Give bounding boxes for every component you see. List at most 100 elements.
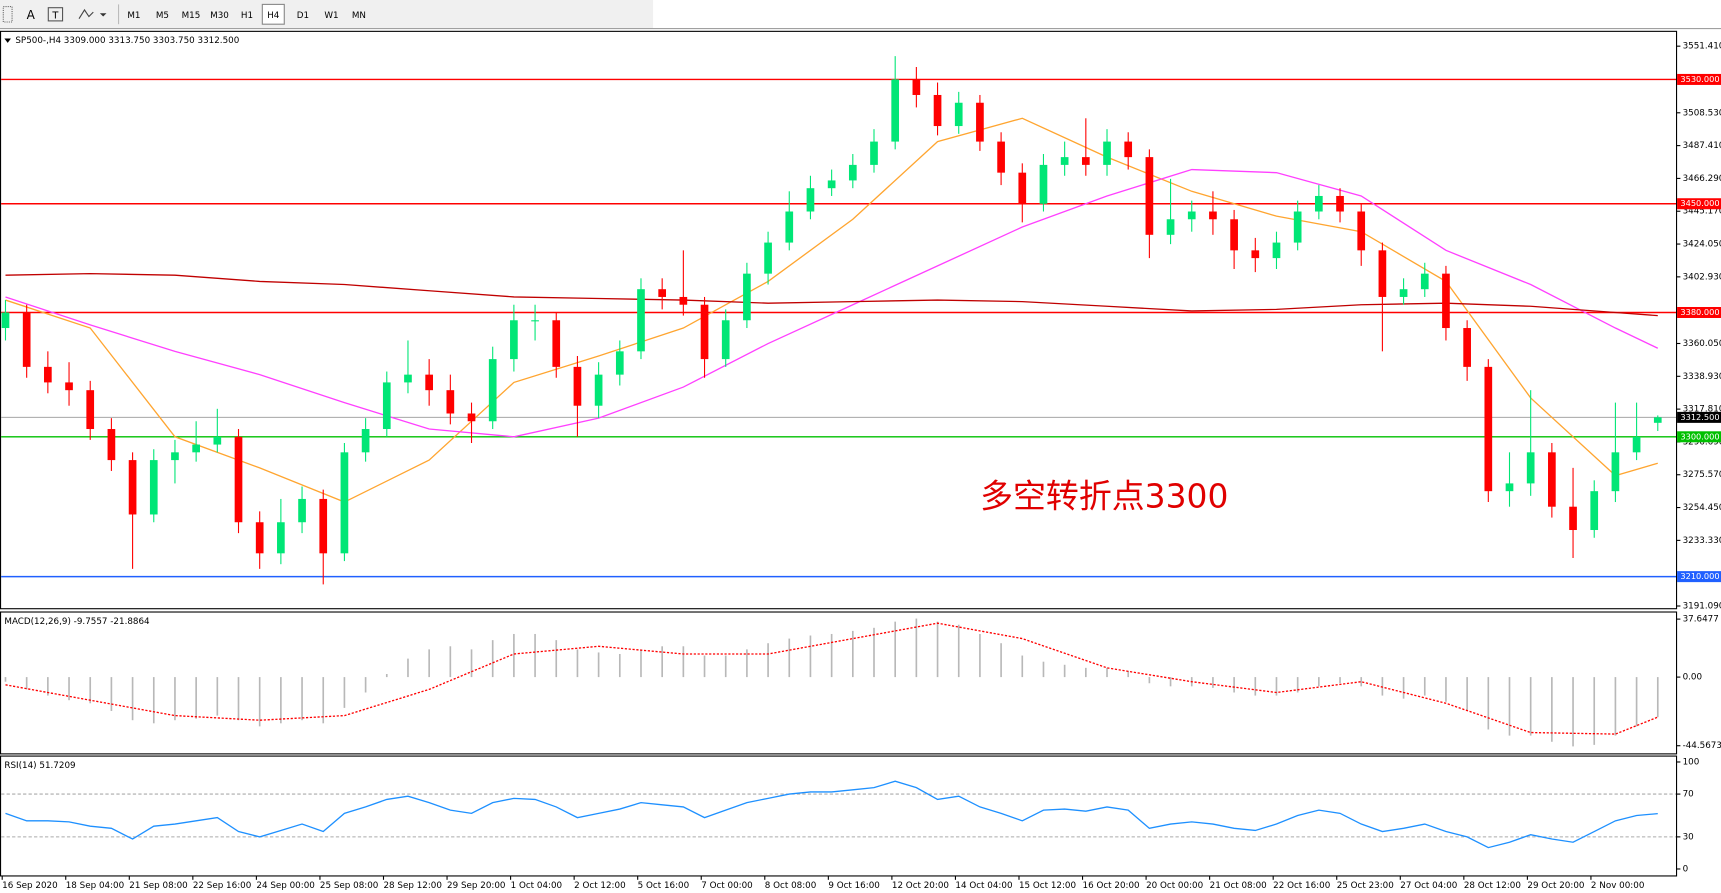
- candle-body: [1378, 250, 1387, 297]
- text-tool-icon[interactable]: T: [47, 7, 64, 22]
- candle-body: [785, 211, 794, 243]
- x-tick-label: 15 Oct 12:00: [1019, 881, 1076, 891]
- candle-body: [1548, 452, 1556, 507]
- y-tick-label: 0.00: [1683, 673, 1703, 683]
- rsi-line: [5, 780, 1658, 849]
- candle-body: [1230, 219, 1238, 251]
- x-tick-label: 9 Oct 16:00: [828, 881, 880, 891]
- candle-body: [1145, 157, 1154, 235]
- timeframe-button[interactable]: H4: [267, 11, 280, 21]
- candle-body: [255, 522, 264, 554]
- candle-body: [912, 79, 921, 95]
- candle-body: [1336, 195, 1344, 212]
- y-tick-label: 3296.690: [1683, 437, 1721, 447]
- level-label: 3380.000: [1680, 307, 1719, 317]
- candle-body: [404, 374, 412, 383]
- timeframe-button[interactable]: M15: [182, 11, 201, 21]
- timeframe-button[interactable]: M30: [210, 11, 229, 21]
- annotation: 多空转折点3300: [980, 477, 1228, 516]
- x-tick-label: 24 Sep 00:00: [256, 881, 314, 891]
- y-tick-label: 3424.050: [1683, 240, 1721, 250]
- timeframe-button[interactable]: W1: [324, 11, 338, 21]
- candle-body: [425, 374, 433, 391]
- chart-title: SP500-,H4 3309.000 3313.750 3303.750 331…: [15, 36, 239, 46]
- level-label-box: [1677, 306, 1721, 318]
- x-tick-label: 16 Oct 20:00: [1083, 881, 1140, 891]
- candle-body: [1293, 211, 1302, 243]
- y-tick-label: 37.6477: [1683, 615, 1719, 625]
- candle-body: [1, 312, 10, 329]
- x-tick-label: 27 Oct 04:00: [1400, 881, 1457, 891]
- x-tick-label: 1 Oct 04:00: [511, 881, 563, 891]
- y-tick-label: 3466.290: [1683, 174, 1721, 184]
- x-tick-label: 25 Sep 08:00: [320, 881, 378, 891]
- candle-body: [298, 498, 306, 523]
- y-tick-label: 3233.330: [1683, 536, 1721, 546]
- y-tick-label: 3275.570: [1683, 470, 1721, 480]
- x-tick-label: 5 Oct 16:00: [638, 881, 690, 891]
- timeframe-button[interactable]: M5: [156, 11, 169, 21]
- candle-body: [1081, 157, 1090, 165]
- candle-body: [1463, 328, 1471, 367]
- x-tick-label: 22 Oct 16:00: [1273, 881, 1330, 891]
- x-tick-label: 20 Oct 00:00: [1146, 881, 1203, 891]
- candle-body: [1526, 452, 1535, 484]
- timeframe-button[interactable]: H1: [241, 11, 253, 21]
- x-tick-label: 25 Oct 23:00: [1337, 881, 1394, 891]
- chart-title: MACD(12,26,9) -9.7557 -21.8864: [4, 617, 150, 627]
- grip-icon: [2, 6, 13, 23]
- candle-body: [149, 460, 158, 515]
- y-tick-label: 3338.930: [1683, 372, 1721, 382]
- candle-body: [700, 304, 709, 360]
- moving-average: [5, 117, 1658, 503]
- toolbar: T: [0, 0, 1721, 30]
- x-tick-label: 7 Oct 00:00: [701, 881, 753, 891]
- candle-body: [1187, 211, 1196, 220]
- candle-body: [1569, 506, 1577, 531]
- candle-body: [277, 522, 285, 554]
- y-tick-label: 70: [1683, 790, 1694, 800]
- timeframe-button[interactable]: M1: [127, 11, 140, 21]
- candle-body: [1315, 195, 1323, 212]
- timeframe-button[interactable]: MN: [352, 11, 366, 21]
- y-tick-label: 3551.410: [1683, 42, 1721, 52]
- candle-body: [213, 436, 222, 445]
- candle-body: [637, 289, 645, 352]
- candle-body: [721, 320, 730, 360]
- main-panel: [0, 30, 1678, 610]
- candle-body: [510, 320, 518, 360]
- candle-body: [552, 320, 561, 367]
- x-tick-label: 8 Oct 08:00: [765, 881, 817, 891]
- active-timeframe: [261, 3, 285, 25]
- candle-body: [573, 366, 582, 406]
- x-tick-label: 21 Oct 08:00: [1210, 881, 1267, 891]
- x-tick-label: 18 Sep 04:00: [66, 881, 124, 891]
- current-price-box: [1677, 411, 1721, 423]
- x-tick-label: 28 Sep 12:00: [383, 881, 441, 891]
- tool-button[interactable]: A: [27, 8, 36, 22]
- level-label-box: [1677, 431, 1721, 443]
- shapes-icon[interactable]: [78, 8, 107, 19]
- x-tick-label: 22 Sep 16:00: [193, 881, 251, 891]
- x-tick-label: 2 Oct 12:00: [574, 881, 626, 891]
- candle-body: [86, 390, 95, 430]
- y-tick-label: 3360.050: [1683, 339, 1721, 349]
- candle-body: [22, 312, 31, 367]
- chart-title: RSI(14) 51.7209: [4, 761, 75, 771]
- svg-text:T: T: [51, 10, 59, 21]
- timeframe-button[interactable]: D1: [297, 11, 309, 21]
- candle-body: [870, 141, 878, 165]
- candle-body: [1272, 242, 1281, 259]
- candle-body: [1505, 483, 1514, 492]
- y-tick-label: 3508.530: [1683, 108, 1721, 118]
- candle-body: [615, 351, 624, 375]
- candle-body: [848, 164, 857, 181]
- level-label: 3450.000: [1680, 198, 1719, 208]
- candle-body: [679, 296, 688, 305]
- candle-body: [44, 366, 52, 383]
- candle-body: [1018, 172, 1027, 204]
- x-tick-label: 29 Oct 20:00: [1527, 881, 1584, 891]
- x-tick-label: 14 Oct 04:00: [955, 881, 1012, 891]
- y-tick-label: 30: [1683, 832, 1694, 842]
